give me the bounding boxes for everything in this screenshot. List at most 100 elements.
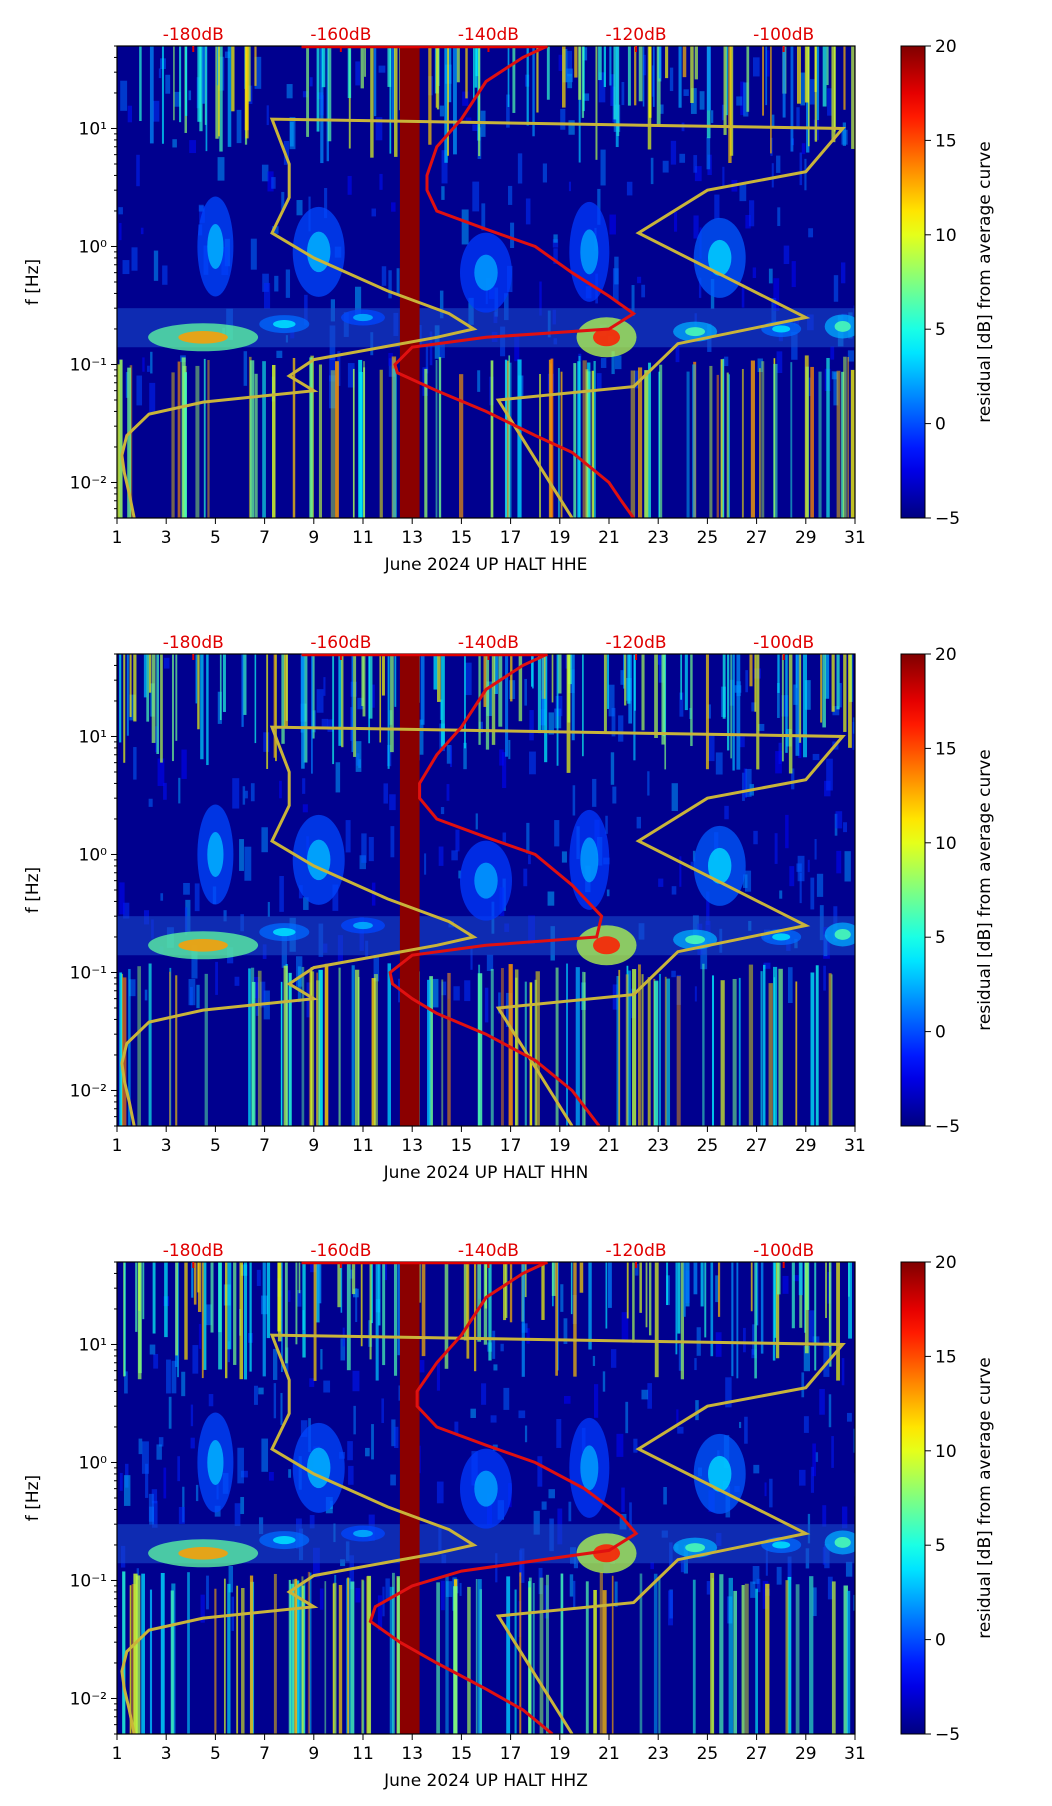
- hf-streak: [641, 654, 645, 731]
- lf-streak: [841, 371, 845, 518]
- colorbar-tick-label: 20: [935, 645, 957, 665]
- top-axis-label: -180dB: [163, 1241, 224, 1261]
- lf-streak: [582, 360, 587, 518]
- lf-streak: [170, 1590, 174, 1734]
- hf-streak: [360, 46, 364, 89]
- hf-streak: [725, 46, 728, 116]
- colorbar-scale: [900, 45, 926, 519]
- lf-streak: [647, 977, 651, 1126]
- spectrogram-speckle: [286, 84, 293, 99]
- spectrogram-speckle: [679, 856, 682, 887]
- hf-streak: [814, 1262, 817, 1371]
- spectrogram-speckle: [389, 794, 396, 811]
- spectrogram-speckle: [174, 91, 181, 107]
- spectrogram-speckle: [163, 782, 167, 800]
- hf-streak: [690, 46, 694, 103]
- hf-streak: [544, 654, 548, 763]
- hf-streak: [615, 46, 619, 148]
- spectrogram-speckle: [508, 739, 511, 760]
- spectrogram-speckle: [503, 293, 509, 321]
- top-axis-label: -120dB: [606, 1241, 667, 1261]
- spectrogram-speckle: [493, 1364, 498, 1371]
- spectrogram-speckle: [750, 1581, 756, 1598]
- spectrogram-speckle: [150, 351, 153, 374]
- colorbar-tick-label: 0: [935, 415, 946, 435]
- spectrogram-speckle: [486, 954, 494, 971]
- lf-streak: [203, 358, 206, 518]
- lf-streak: [720, 980, 725, 1126]
- hf-streak: [381, 654, 385, 696]
- lf-streak: [309, 1572, 312, 1734]
- y-axis-label: f [Hz]: [23, 259, 43, 305]
- hf-streak: [197, 1262, 202, 1312]
- y-tick-label: 10⁰: [79, 845, 108, 865]
- spectrogram-speckle: [129, 694, 136, 721]
- lf-streak: [301, 1585, 305, 1734]
- spectrogram-speckle: [127, 105, 133, 123]
- hf-streak: [321, 46, 326, 88]
- hf-streak: [822, 46, 827, 107]
- hf-streak: [173, 46, 175, 121]
- spectrogram-speckle: [296, 1289, 302, 1307]
- spectrogram-speckle: [502, 832, 507, 845]
- spectrogram-speckle: [258, 1387, 264, 1395]
- spectrogram-speckle: [439, 290, 444, 319]
- hf-streak: [727, 654, 730, 751]
- spectrogram-speckle: [555, 695, 563, 717]
- spectrogram-speckle: [136, 375, 143, 406]
- spectrogram-speckle: [332, 884, 339, 911]
- hf-streak: [332, 654, 335, 765]
- spectrogram-speckle: [791, 768, 795, 790]
- hf-streak: [473, 46, 475, 100]
- spectrogram-speckle: [596, 373, 602, 391]
- lf-streak: [330, 370, 335, 518]
- hf-streak: [337, 1262, 342, 1308]
- x-tick-label: 25: [697, 1136, 719, 1156]
- spectrogram-speckle: [475, 813, 478, 830]
- data-gap-bar: [399, 654, 420, 1126]
- hf-streak: [203, 1262, 207, 1370]
- hf-streak: [317, 1262, 322, 1304]
- hf-streak: [632, 1262, 635, 1343]
- hf-streak: [746, 46, 750, 112]
- spectrogram-speckle: [611, 707, 616, 737]
- spectrogram-speckle: [168, 1396, 172, 1429]
- hf-streak: [456, 46, 460, 83]
- spectrogram-speckle: [593, 1384, 599, 1418]
- spectrogram-speckle: [526, 822, 530, 854]
- energy-blob-core: [207, 831, 224, 877]
- hf-streak: [281, 1262, 283, 1373]
- hf-streak: [394, 654, 397, 707]
- lf-streak: [477, 1579, 482, 1734]
- spectrogram-speckle: [347, 175, 352, 195]
- hf-streak: [777, 654, 780, 693]
- spectrogram-speckle: [633, 370, 639, 389]
- hf-streak: [161, 46, 164, 144]
- x-tick-label: 1: [112, 528, 123, 548]
- spectrogram-speckle: [633, 1438, 638, 1453]
- spectrogram-speckle: [777, 682, 780, 718]
- hf-streak: [210, 1262, 214, 1333]
- spectrogram-speckle: [721, 104, 725, 121]
- x-tick-label: 17: [500, 1744, 522, 1764]
- top-axis-label: -140dB: [458, 1241, 519, 1261]
- x-axis-label: June 2024 UP HALT HHZ: [383, 1771, 588, 1791]
- spectrogram-speckle: [388, 352, 393, 366]
- lf-streak: [438, 357, 442, 518]
- lf-streak: [653, 1573, 658, 1734]
- hf-streak: [281, 654, 285, 744]
- lf-streak: [309, 357, 313, 518]
- spectrogram-speckle: [152, 1500, 158, 1528]
- spectrogram-speckle: [310, 1263, 317, 1273]
- colorbar-tick-label: 20: [935, 37, 957, 57]
- spectrogram-speckle: [710, 110, 714, 124]
- spectrogram-speckle: [612, 786, 617, 804]
- hf-streak: [375, 1262, 379, 1381]
- spectrogram-speckle: [816, 873, 824, 897]
- lf-streak: [379, 369, 383, 518]
- spectrogram-speckle: [302, 778, 306, 794]
- hf-streak: [843, 46, 846, 110]
- spectrogram-speckle: [671, 970, 676, 978]
- lf-streak: [290, 1583, 295, 1734]
